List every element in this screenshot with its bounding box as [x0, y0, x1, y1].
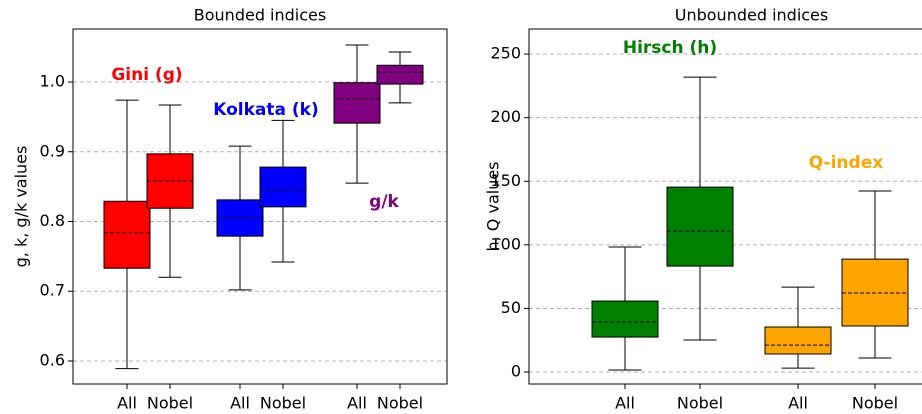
x-tick-label: Nobel: [147, 394, 193, 413]
box: [764, 326, 832, 355]
y-tick-label: 0.8: [40, 211, 65, 230]
x-tick-label: All: [230, 394, 250, 413]
box: [591, 300, 659, 338]
y-tick-label: 0.7: [40, 281, 65, 300]
box: [666, 186, 734, 267]
annotation: Gini (g): [111, 65, 182, 85]
y-tick-label: 100: [490, 234, 521, 253]
annotation: g/k: [369, 192, 399, 212]
plot-frame: [528, 28, 922, 385]
x-tick-label: All: [347, 394, 367, 413]
y-tick-label: 150: [490, 171, 521, 190]
x-tick-label: Nobel: [260, 394, 306, 413]
y-tick-label: 1.0: [40, 72, 65, 91]
x-tick-label: All: [615, 394, 635, 413]
x-tick-label: All: [788, 394, 808, 413]
x-tick-label: Nobel: [677, 394, 723, 413]
annotation: Q-index: [809, 153, 883, 173]
chart-title: Unbounded indices: [675, 6, 828, 25]
y-tick-label: 0: [511, 362, 521, 381]
y-tick-label: 0.9: [40, 141, 65, 160]
box: [103, 200, 151, 269]
y-axis-label: h, Q values: [484, 161, 503, 251]
plot-frame: [72, 28, 448, 385]
y-tick-label: 0.6: [40, 350, 65, 369]
box: [259, 166, 307, 208]
annotation: Kolkata (k): [213, 100, 319, 120]
x-tick-label: Nobel: [852, 394, 898, 413]
y-tick-label: 200: [490, 107, 521, 126]
box: [376, 64, 424, 85]
box: [333, 82, 381, 124]
y-tick-label: 250: [490, 44, 521, 63]
y-axis-label: g, k, g/k values: [12, 146, 31, 268]
annotation: Hirsch (h): [623, 38, 717, 58]
chart-title: Bounded indices: [194, 6, 326, 25]
box: [841, 258, 909, 327]
x-tick-label: All: [117, 394, 137, 413]
x-tick-label: Nobel: [377, 394, 423, 413]
y-tick-label: 50: [501, 298, 521, 317]
